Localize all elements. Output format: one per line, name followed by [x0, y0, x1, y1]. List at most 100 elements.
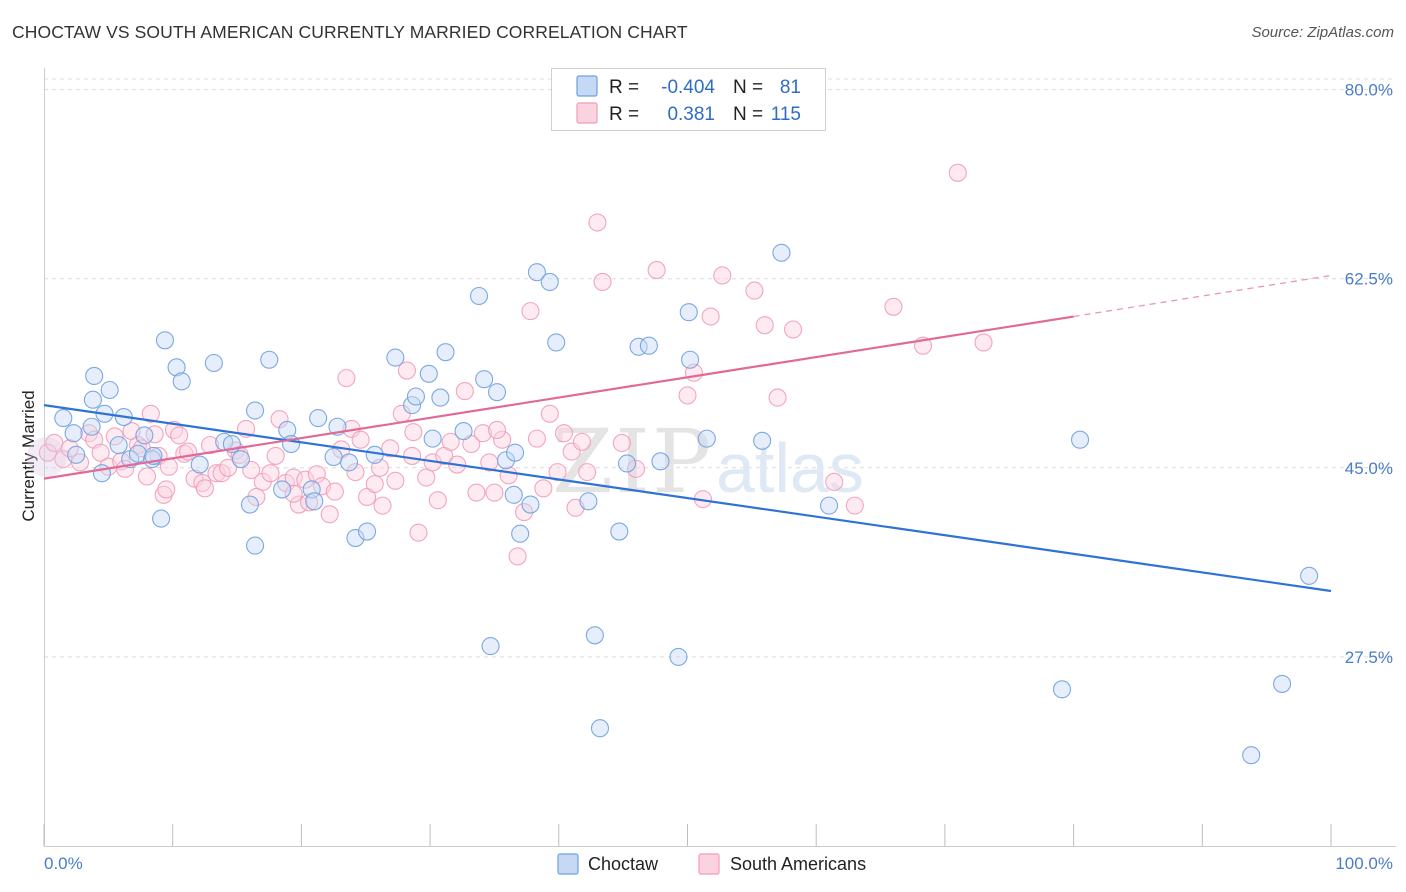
data-point — [92, 464, 111, 483]
legend-r-value-south-americans: 0.381 — [667, 104, 715, 125]
axes — [43, 68, 1396, 847]
data-point — [365, 474, 384, 494]
legend-n-label-south-americans: N = — [733, 104, 763, 125]
data-point — [231, 450, 250, 469]
data-point — [610, 522, 629, 541]
data-point — [548, 463, 567, 482]
data-point — [572, 432, 592, 451]
choctaw-points — [54, 243, 1319, 765]
data-point — [521, 495, 540, 514]
data-point — [1052, 680, 1072, 699]
data-point — [701, 307, 720, 326]
data-point — [820, 496, 839, 515]
data-point — [475, 370, 494, 389]
data-point — [554, 424, 573, 443]
data-point — [481, 637, 500, 656]
data-point — [247, 487, 266, 507]
data-point — [527, 263, 546, 282]
data-point — [273, 480, 292, 499]
data-point — [190, 455, 209, 474]
chart-title: CHOCTAW VS SOUTH AMERICAN CURRENTLY MARR… — [12, 22, 688, 42]
data-point — [296, 470, 315, 489]
data-point — [381, 439, 400, 458]
data-point — [409, 523, 428, 542]
data-point — [351, 430, 370, 449]
data-point — [141, 404, 160, 423]
x-tick-label-100: 100.0% — [1335, 854, 1393, 873]
correlation-legend: R = -0.404 N = 81 R = 0.381 N = 115 — [551, 68, 826, 131]
data-point — [386, 471, 405, 490]
data-point — [91, 443, 110, 462]
data-point — [417, 468, 436, 487]
data-point — [669, 647, 688, 666]
south-americans-trend-line — [43, 315, 1074, 480]
bottom-legend-label-choctaw[interactable]: Choctaw — [588, 854, 659, 874]
data-point — [204, 353, 223, 373]
data-point — [337, 369, 356, 388]
data-point — [260, 350, 279, 369]
south-americans-trend-extension — [1073, 274, 1332, 318]
legend-n-value-south-americans: 115 — [771, 104, 801, 125]
x-tick-label-0: 0.0% — [44, 854, 83, 873]
data-point — [346, 463, 365, 482]
data-point — [467, 483, 486, 502]
data-point — [200, 436, 220, 455]
data-point — [339, 453, 359, 472]
y-tick-label: 80.0% — [1345, 81, 1393, 100]
data-point — [713, 266, 732, 285]
data-point — [1300, 566, 1319, 585]
data-point — [157, 480, 176, 499]
data-point — [82, 417, 101, 436]
trend-lines — [43, 274, 1332, 593]
data-point — [515, 503, 534, 522]
data-point — [697, 429, 716, 448]
data-point — [473, 424, 492, 443]
data-point — [626, 459, 646, 478]
data-point — [493, 430, 512, 449]
data-point — [404, 423, 423, 442]
data-point — [64, 424, 83, 443]
data-point — [240, 495, 259, 514]
data-point — [441, 432, 460, 451]
y-axis-label: Currently Married — [19, 390, 38, 521]
series-legend: Choctaw South Americans — [557, 853, 866, 875]
chart-source: Source: ZipAtlas.com — [1251, 24, 1394, 41]
data-point — [325, 482, 344, 501]
data-point — [547, 333, 566, 352]
bottom-legend-swatch-choctaw[interactable] — [557, 853, 579, 875]
data-point — [534, 479, 553, 498]
data-point — [128, 444, 148, 463]
data-point — [678, 386, 697, 405]
bottom-legend-label-south-americans[interactable]: South Americans — [730, 854, 866, 874]
data-point — [1070, 430, 1090, 449]
data-point — [284, 468, 303, 487]
data-point — [505, 443, 525, 462]
data-point — [135, 426, 154, 445]
data-point — [155, 331, 175, 350]
y-tick-label: 27.5% — [1345, 648, 1393, 667]
data-point — [302, 480, 321, 499]
data-point — [511, 524, 530, 543]
data-point — [137, 467, 157, 486]
data-point — [170, 426, 189, 445]
data-point — [504, 485, 523, 504]
data-point — [590, 719, 610, 738]
data-point — [1242, 746, 1261, 765]
data-point — [164, 420, 184, 440]
data-point — [485, 483, 504, 502]
bottom-legend-swatch-south-americans[interactable] — [698, 853, 720, 875]
data-point — [167, 358, 186, 377]
data-point — [428, 491, 447, 510]
data-point — [585, 626, 604, 645]
data-point — [454, 422, 473, 441]
data-point — [578, 463, 597, 482]
data-point — [508, 547, 527, 566]
data-point — [403, 396, 422, 415]
data-point — [54, 409, 73, 428]
data-point — [845, 496, 864, 515]
data-point — [679, 303, 698, 322]
data-point — [373, 496, 392, 515]
data-point — [639, 336, 658, 355]
data-point — [305, 492, 324, 511]
